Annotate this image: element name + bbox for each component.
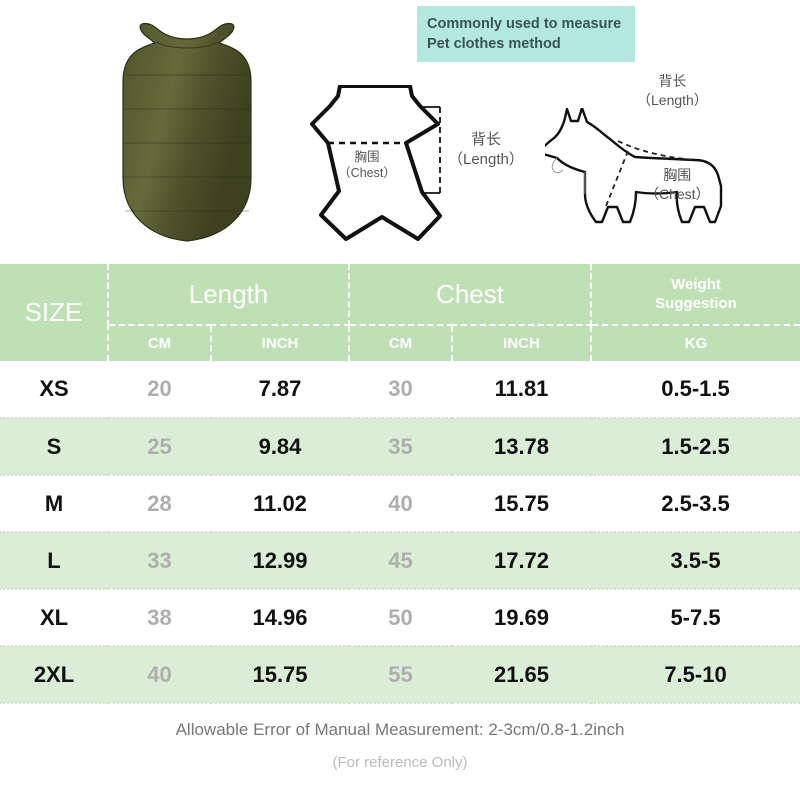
svg-text:（Chest）: （Chest） [338,166,396,180]
svg-text:胸围: 胸围 [354,149,379,164]
